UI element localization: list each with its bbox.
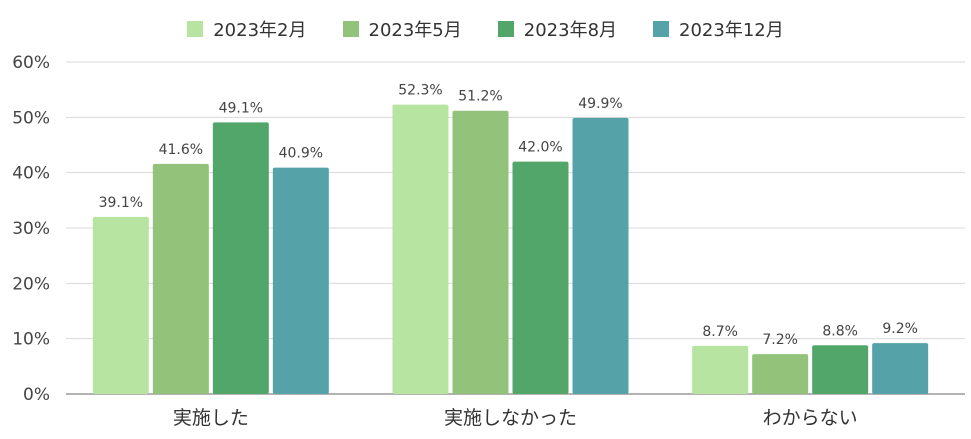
- y-tick-label: 20%: [12, 274, 50, 294]
- grid-lines: [66, 61, 965, 395]
- bar: [392, 104, 449, 395]
- legend-label: 2023年2月: [213, 20, 307, 41]
- bars: [92, 104, 929, 395]
- data-label: 8.8%: [822, 323, 858, 339]
- x-category-label: わからない: [763, 407, 858, 429]
- data-label: 52.3%: [398, 83, 442, 99]
- y-axis-ticks: 0% 10% 20% 30% 40% 50% 60%: [12, 53, 50, 405]
- bar: [872, 343, 929, 394]
- data-label: 49.1%: [219, 100, 263, 116]
- x-category-label: 実施した: [173, 407, 249, 429]
- legend-swatch-2023-08: [497, 21, 514, 37]
- y-tick-label: 60%: [12, 53, 50, 73]
- y-tick-label: 30%: [12, 219, 50, 239]
- legend-label: 2023年5月: [368, 20, 462, 41]
- chart-legend: 2023年2月 2023年5月 2023年8月 2023年12月: [0, 12, 971, 46]
- data-labels: 39.1% 41.6% 49.1% 40.9% 52.3% 51.2% 42.0% 49.9%…: [99, 83, 918, 349]
- y-tick-label: 10%: [12, 330, 50, 350]
- bar: [512, 161, 569, 394]
- legend-swatch-2023-12: [653, 21, 670, 37]
- legend-label: 2023年12月: [679, 20, 784, 41]
- bar: [572, 117, 629, 395]
- data-label: 8.7%: [702, 324, 738, 340]
- legend-item: 2023年12月: [653, 16, 784, 42]
- bar: [92, 216, 149, 394]
- data-label: 51.2%: [458, 89, 502, 105]
- legend-swatch-2023-02: [187, 21, 204, 37]
- data-label: 42.0%: [518, 140, 562, 156]
- legend-swatch-2023-05: [342, 21, 359, 37]
- bar: [212, 122, 269, 395]
- bar: [152, 163, 209, 394]
- data-label: 49.9%: [578, 96, 622, 112]
- bar: [812, 345, 869, 394]
- bar: [452, 110, 509, 395]
- legend-label: 2023年8月: [523, 20, 618, 41]
- bar: [692, 345, 749, 394]
- data-label: 7.2%: [762, 332, 798, 348]
- data-label: 41.6%: [159, 142, 203, 158]
- data-label: 39.1%: [99, 195, 143, 211]
- y-tick-label: 0%: [23, 385, 50, 405]
- y-tick-label: 40%: [12, 164, 50, 184]
- legend-item: 2023年2月: [187, 16, 307, 42]
- x-axis-categories: 実施した 実施しなかった わからない: [173, 407, 858, 429]
- y-tick-label: 50%: [12, 108, 50, 128]
- bar: [272, 167, 329, 394]
- legend-item: 2023年8月: [497, 16, 618, 42]
- x-category-label: 実施しなかった: [444, 407, 577, 429]
- bar: [752, 354, 809, 394]
- data-label: 40.9%: [279, 146, 323, 162]
- data-label: 9.2%: [882, 321, 918, 337]
- legend-item: 2023年5月: [342, 16, 462, 42]
